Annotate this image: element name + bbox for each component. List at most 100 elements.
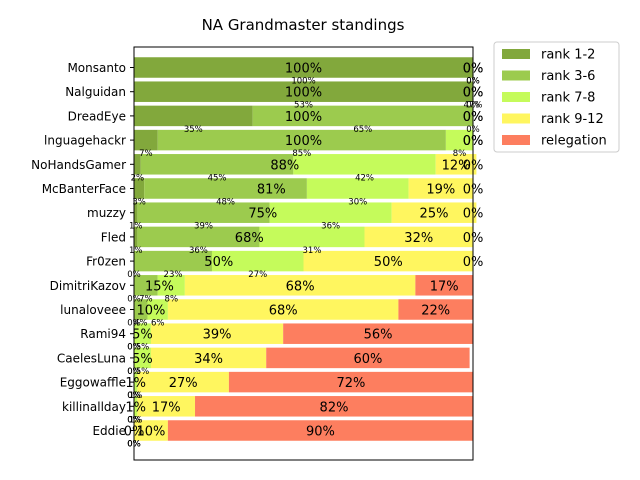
bar-value-label: 27% — [169, 376, 198, 391]
bar-segment — [391, 202, 477, 223]
y-tick-label: Nalguidan — [65, 85, 126, 99]
segment-percent-label: 35% — [184, 125, 203, 135]
bar-segment — [167, 420, 473, 441]
segment-percent-label: 65% — [353, 125, 372, 135]
legend-label: rank 3-6 — [541, 69, 595, 84]
y-tick-label: killinallday — [62, 400, 126, 414]
bar-value-label: 12% — [442, 158, 471, 173]
bar-value-label: 82% — [320, 400, 349, 415]
bar-value-label: 39% — [203, 328, 232, 343]
bar-segment — [137, 202, 270, 223]
segment-percent-label: 100% — [291, 77, 315, 87]
bar-segment — [415, 275, 473, 296]
segment-percent-label: 48% — [216, 198, 235, 208]
bar-value-label: 10% — [136, 304, 165, 319]
y-tick-label: NoHandsGamer — [31, 158, 126, 172]
y-tick-label: Fled — [101, 230, 126, 244]
bar-segment — [134, 323, 151, 344]
bar-value-label: 1% — [125, 376, 146, 391]
bar-value-label: 72% — [337, 376, 366, 391]
bar-segment — [157, 275, 185, 296]
bar-value-label: 100% — [285, 110, 322, 125]
bar-value-label: 100% — [285, 134, 322, 149]
segment-percent-label: 8% — [453, 149, 467, 159]
bar-segment — [211, 250, 304, 272]
legend-label: relegation — [541, 134, 607, 149]
segment-percent-label: 5% — [136, 343, 150, 353]
bar-segment — [134, 154, 141, 175]
bar-segment — [398, 299, 473, 320]
legend-swatch — [502, 70, 530, 81]
bar-segment — [134, 57, 473, 78]
bar-segment — [144, 178, 307, 199]
bar-value-label: 5% — [132, 328, 153, 343]
bar-value-label: 34% — [194, 352, 223, 367]
segment-percent-label: 27% — [248, 270, 267, 280]
bar-segment — [137, 371, 229, 393]
bar-value-label: 90% — [306, 425, 335, 440]
bar-segment — [259, 226, 365, 248]
plot-frame — [133, 46, 474, 461]
legend-label: rank 1-2 — [541, 48, 595, 63]
bar-segment — [134, 275, 158, 296]
segment-percent-label: 1% — [129, 246, 143, 256]
legend-swatch — [502, 135, 530, 145]
bar-segment — [150, 347, 267, 369]
bar-segment — [134, 105, 253, 127]
bar-value-label: 56% — [364, 328, 393, 343]
bar-segment — [435, 154, 477, 175]
legend-swatch — [502, 113, 530, 124]
bar-segment — [150, 323, 284, 344]
bar-segment — [269, 202, 392, 223]
segment-percent-label: 53% — [294, 101, 313, 111]
segment-percent-label: 5% — [136, 367, 150, 377]
segment-percent-label: 85% — [292, 149, 311, 159]
bar-value-label: 75% — [248, 207, 277, 222]
segment-percent-label: 4% — [134, 319, 148, 329]
bar-segment — [228, 371, 473, 393]
y-tick-label: Eggowaffle — [60, 376, 126, 390]
bar-segment — [252, 105, 473, 127]
bar-value-label: 15% — [145, 279, 174, 294]
y-tick-label: DimitriKazov — [50, 279, 126, 293]
bars-group — [134, 57, 477, 441]
bar-value-label: 50% — [204, 255, 233, 270]
legend-swatch — [502, 92, 530, 102]
bar-segment — [134, 347, 151, 369]
legend-frame — [493, 41, 620, 153]
segment-percent-label: 39% — [194, 222, 213, 232]
y-axis: Monsanto Nalguidan DreadEye lnguagehackr NoH… — [31, 61, 134, 438]
bar-value-label: 100% — [285, 86, 322, 101]
segment-percent-label: 7% — [139, 149, 153, 159]
bar-segment — [134, 202, 138, 223]
segment-percent-label: 36% — [189, 246, 208, 256]
bar-value-label: 50% — [374, 255, 403, 270]
bar-value-label: 88% — [270, 158, 299, 173]
segment-percent-label: 31% — [303, 246, 322, 256]
bar-segment — [134, 129, 158, 151]
legend: rank 1-2 rank 3-6 rank 7-8 rank 9-12 relegat… — [493, 41, 620, 153]
bar-segment — [134, 81, 473, 102]
segment-percent-label: 3% — [132, 198, 146, 208]
y-tick-label: lnguagehackr — [44, 134, 126, 148]
bar-value-label: 68% — [235, 231, 264, 246]
bar-segment — [445, 129, 473, 151]
segment-percent-label: 1% — [129, 415, 143, 425]
y-tick-label: CaelesLuna — [57, 351, 126, 365]
segment-percent-label: 1% — [129, 391, 143, 401]
bar-segment — [137, 226, 260, 248]
y-tick-label: muzzy — [87, 206, 126, 220]
bar-segment — [184, 275, 416, 296]
bar-segment — [266, 347, 470, 369]
bar-segment — [167, 299, 399, 320]
segment-percent-label: 1% — [129, 222, 143, 232]
bar-segment — [134, 250, 212, 272]
bar-value-label: 1% — [125, 400, 146, 415]
bar-segment — [134, 396, 138, 417]
bar-segment — [293, 154, 436, 175]
bar-segment — [283, 323, 473, 344]
legend-swatch — [502, 49, 530, 59]
y-tick-label: Rami94 — [80, 327, 126, 341]
bar-value-label: 17% — [430, 279, 459, 294]
